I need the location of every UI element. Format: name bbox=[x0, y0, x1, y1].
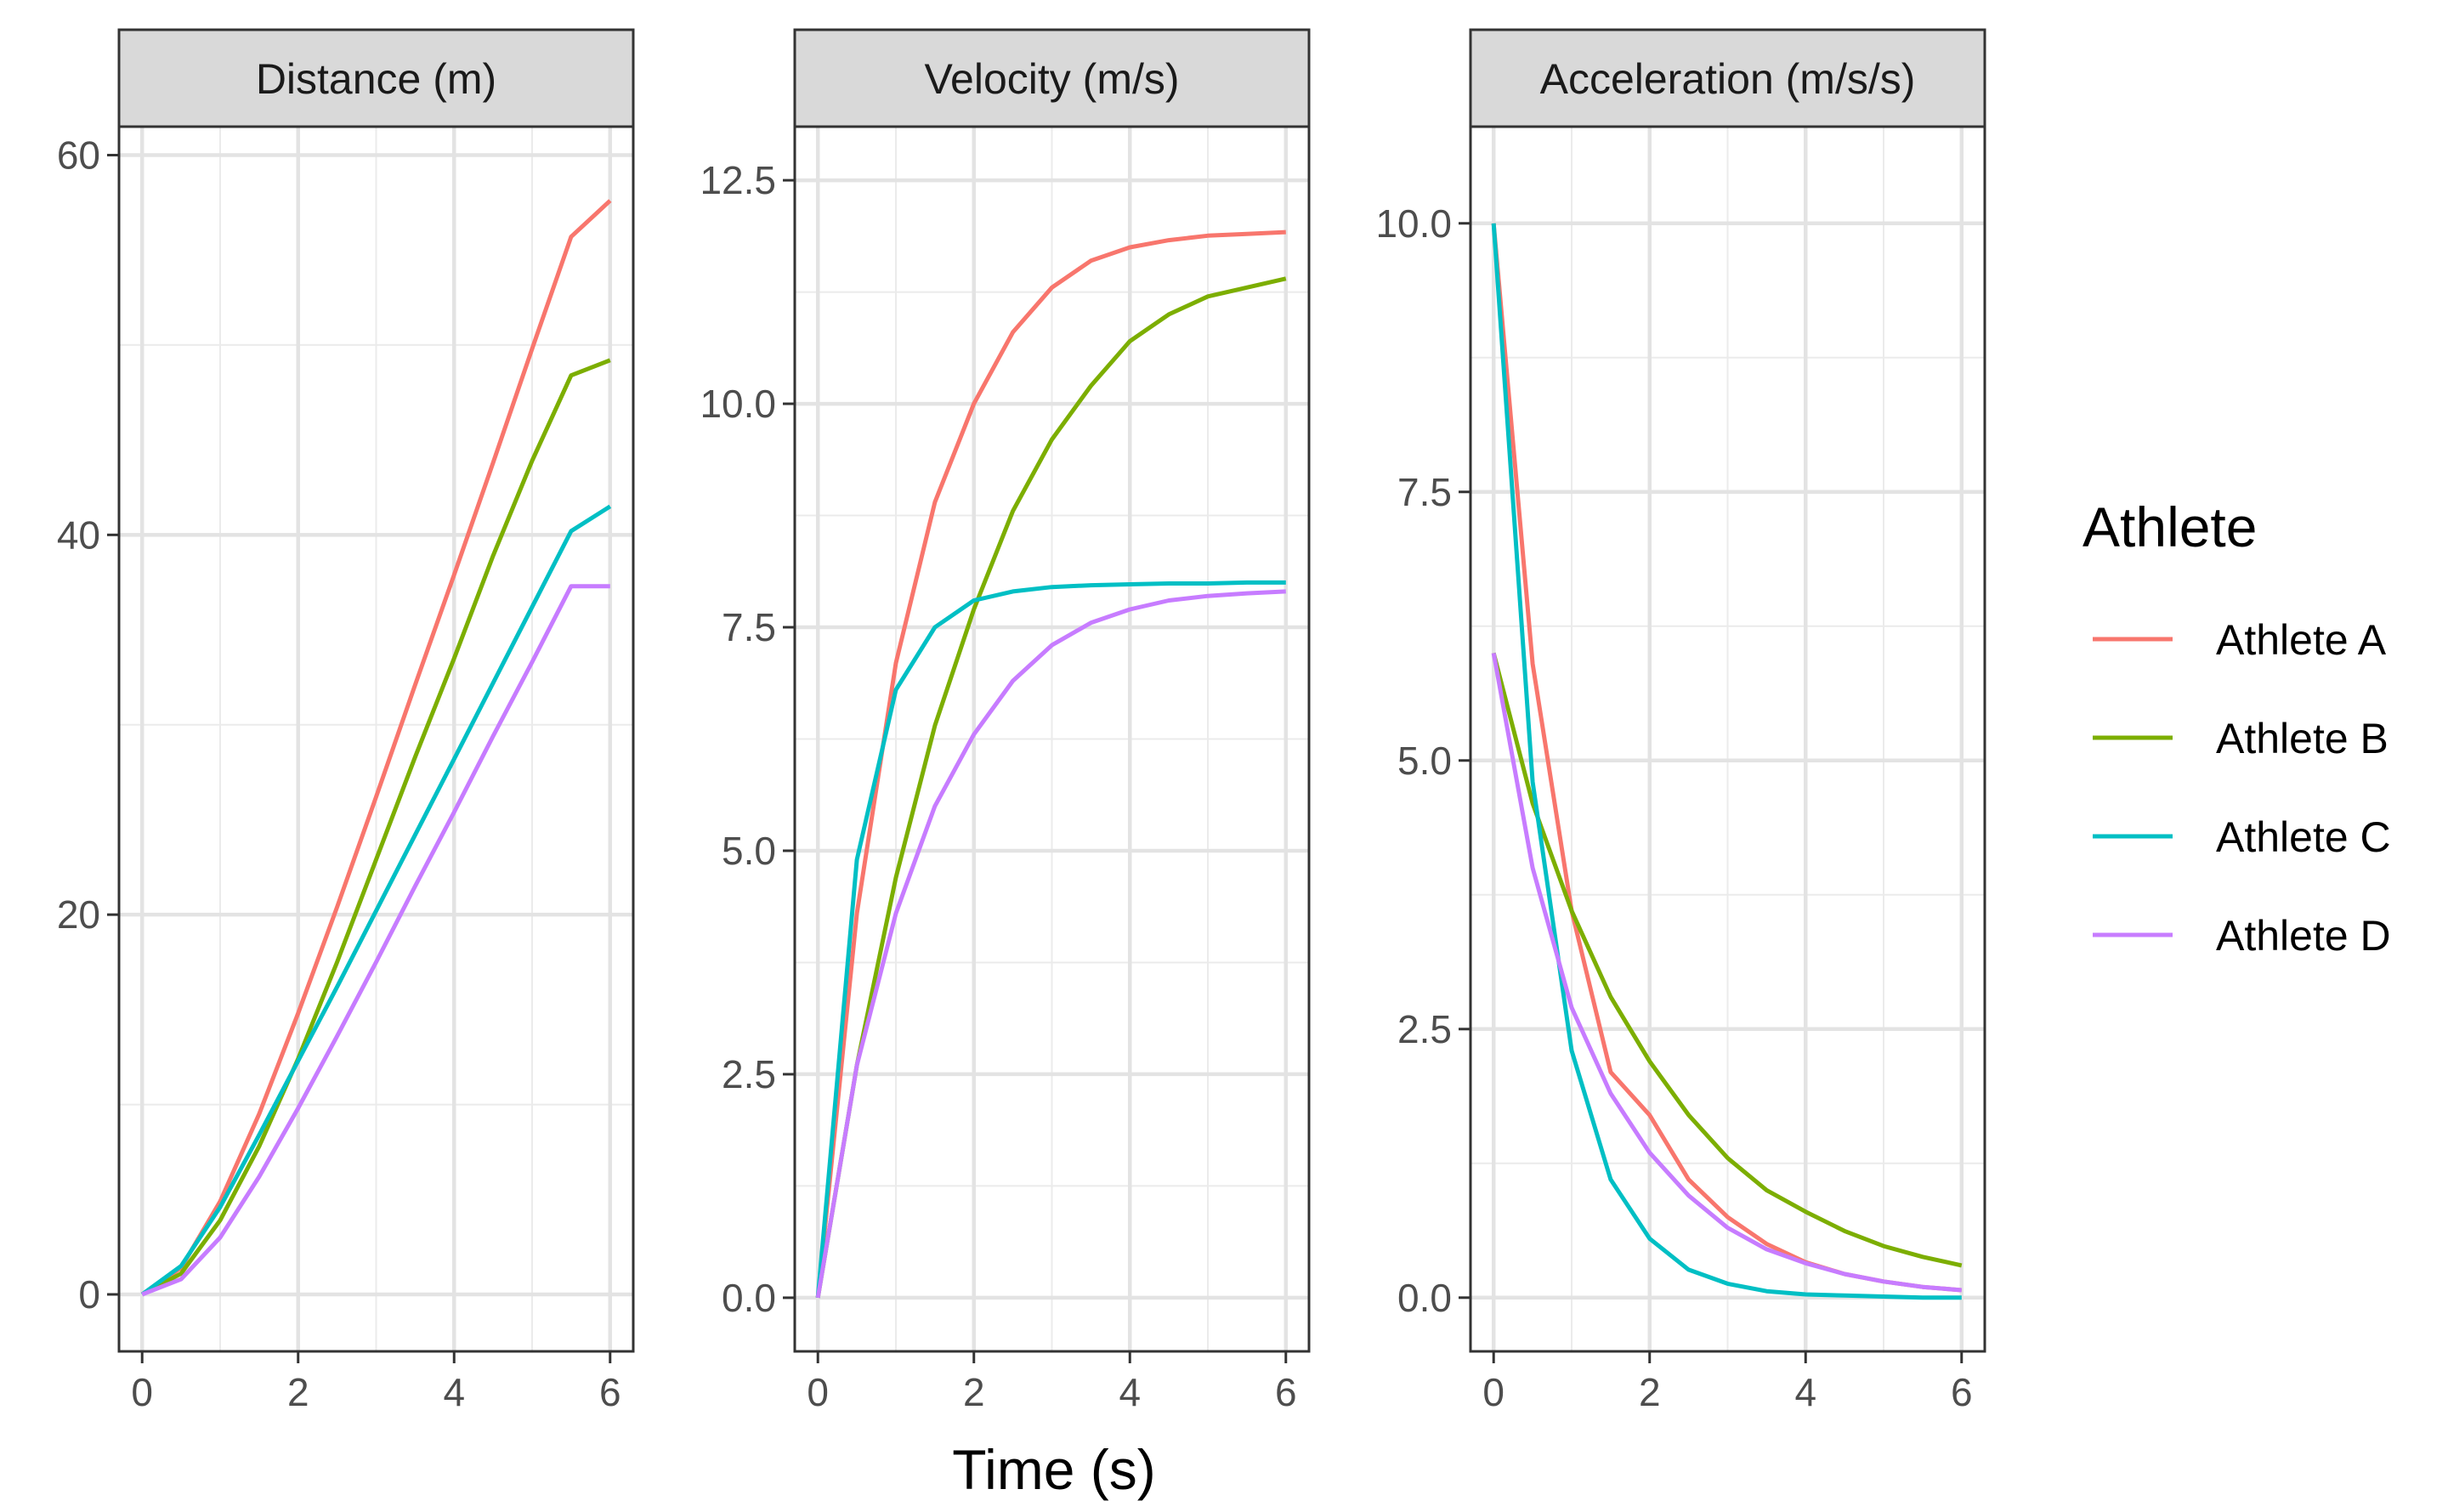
series-line-athlete-c bbox=[1491, 223, 1962, 1300]
x-tick-label: 4 bbox=[443, 1370, 465, 1414]
series-line-athlete-b bbox=[141, 358, 611, 1297]
strip-label: Acceleration (m/s/s) bbox=[1540, 55, 1916, 103]
legend-label: Athlete D bbox=[2216, 912, 2391, 960]
y-tick-label: 10.0 bbox=[1375, 201, 1452, 246]
gridlines bbox=[1470, 127, 1985, 1351]
x-tick-label: 6 bbox=[1951, 1370, 1973, 1414]
x-axis: 0 2 4 6 bbox=[1482, 1351, 1973, 1414]
y-tick-label: 5.0 bbox=[1397, 739, 1452, 783]
series-line-athlete-c bbox=[140, 504, 612, 1297]
legend-item-athlete-c: Athlete C bbox=[2093, 813, 2391, 861]
panel-2: Velocity (m/s) 0.0 2.5 5.0 7.5 10.0 12.5 0 2 4 6 bbox=[700, 28, 1311, 1414]
legend-title: Athlete bbox=[2082, 496, 2257, 558]
legend-items: Athlete A Athlete B Athlete C Athlete D bbox=[2093, 616, 2391, 960]
y-tick-label: 5.0 bbox=[722, 829, 776, 873]
legend-label: Athlete A bbox=[2216, 616, 2387, 664]
legend-item-athlete-b: Athlete B bbox=[2093, 715, 2388, 762]
x-tick-label: 2 bbox=[287, 1370, 309, 1414]
y-axis: 0 20 40 60 bbox=[57, 133, 119, 1317]
strip-label: Distance (m) bbox=[256, 55, 496, 103]
x-axis-title: Time (s) bbox=[952, 1438, 1156, 1501]
x-tick-label: 4 bbox=[1119, 1370, 1141, 1414]
y-tick-label: 0.0 bbox=[1397, 1276, 1452, 1320]
y-tick-label: 7.5 bbox=[1397, 470, 1452, 514]
legend-label: Athlete B bbox=[2216, 715, 2388, 762]
legend-item-athlete-a: Athlete A bbox=[2093, 616, 2387, 664]
series-lines bbox=[815, 229, 1287, 1299]
x-axis: 0 2 4 6 bbox=[807, 1351, 1297, 1414]
x-tick-label: 0 bbox=[1482, 1370, 1504, 1414]
gridlines bbox=[795, 127, 1309, 1351]
series-line-athlete-a bbox=[815, 229, 1286, 1299]
series-lines bbox=[140, 199, 612, 1297]
x-axis: 0 2 4 6 bbox=[131, 1351, 621, 1414]
x-tick-label: 0 bbox=[131, 1370, 153, 1414]
series-line-athlete-d bbox=[815, 589, 1286, 1299]
y-tick-label: 60 bbox=[57, 133, 100, 178]
series-line-athlete-d bbox=[141, 584, 610, 1297]
series-line-athlete-d bbox=[1491, 652, 1963, 1293]
y-tick-label: 0 bbox=[78, 1272, 100, 1317]
legend-label: Athlete C bbox=[2216, 813, 2391, 861]
legend-item-athlete-d: Athlete D bbox=[2093, 912, 2391, 960]
panel-1: Distance (m) 0 20 40 60 0 2 4 6 bbox=[57, 28, 635, 1414]
y-tick-label: 0.0 bbox=[722, 1276, 776, 1320]
x-tick-label: 6 bbox=[599, 1370, 621, 1414]
x-tick-label: 2 bbox=[1639, 1370, 1661, 1414]
strip-background bbox=[793, 28, 1311, 128]
series-lines bbox=[1491, 223, 1963, 1300]
y-tick-label: 40 bbox=[57, 512, 100, 557]
gridlines bbox=[119, 127, 633, 1351]
strip-label: Velocity (m/s) bbox=[924, 55, 1179, 103]
series-line-athlete-a bbox=[140, 199, 612, 1297]
x-tick-label: 2 bbox=[963, 1370, 985, 1414]
y-tick-label: 2.5 bbox=[722, 1052, 776, 1096]
x-tick-label: 4 bbox=[1794, 1370, 1816, 1414]
series-line-athlete-c bbox=[815, 580, 1286, 1299]
x-tick-label: 6 bbox=[1275, 1370, 1297, 1414]
x-tick-label: 0 bbox=[807, 1370, 829, 1414]
y-tick-label: 2.5 bbox=[1397, 1007, 1452, 1051]
y-tick-label: 12.5 bbox=[700, 158, 776, 202]
y-tick-label: 7.5 bbox=[722, 605, 776, 649]
series-line-athlete-b bbox=[815, 276, 1287, 1299]
y-axis: 0.0 2.5 5.0 7.5 10.0 12.5 bbox=[700, 158, 795, 1320]
y-axis: 0.0 2.5 5.0 7.5 10.0 bbox=[1375, 201, 1470, 1320]
series-line-athlete-b bbox=[1491, 652, 1963, 1268]
panel-3: Acceleration (m/s/s) 0.0 2.5 5.0 7.5 10.0 0 2 4 6 bbox=[1375, 28, 1986, 1414]
strip-background bbox=[1469, 28, 1986, 128]
y-tick-label: 10.0 bbox=[700, 382, 776, 426]
y-tick-label: 20 bbox=[57, 892, 100, 937]
strip-background bbox=[117, 28, 635, 128]
